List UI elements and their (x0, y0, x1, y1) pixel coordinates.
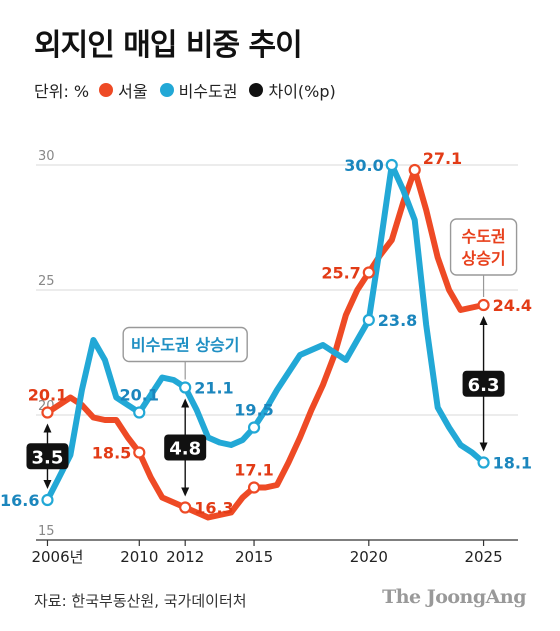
gap-arrow-head-bottom (479, 442, 488, 452)
data-point-marker (133, 406, 146, 419)
data-label: 27.1 (423, 149, 462, 168)
legend-label-gap: 차이(%p) (268, 82, 336, 101)
data-point-marker (362, 313, 375, 327)
data-label: 18.1 (493, 454, 532, 473)
data-point-marker (179, 381, 192, 394)
data-label: 30.0 (344, 156, 383, 175)
gap-label: 3.5 (32, 447, 64, 468)
series-line-1 (44, 162, 487, 503)
y-tick-label: 15 (38, 524, 55, 539)
legend-item-non-capital: 비수도권 (159, 78, 238, 102)
legend-swatch-gap (249, 83, 264, 97)
x-tick-label: 2015 (235, 548, 273, 566)
x-tick-label: 2025 (464, 548, 502, 566)
data-label: 25.7 (321, 264, 360, 283)
gap-badge (164, 434, 207, 461)
series-line-0 (44, 167, 487, 521)
gap-badge (462, 370, 505, 397)
data-label: 23.8 (378, 311, 417, 330)
data-point-marker (41, 406, 54, 419)
callout-box (122, 326, 248, 363)
x-tick-label: 2012 (166, 548, 204, 566)
data-point-marker (408, 163, 421, 177)
y-tick-label: 30 (38, 149, 55, 164)
data-label: 24.4 (493, 296, 532, 315)
gap-annotation-2: 6.3 (462, 316, 505, 452)
data-label: 16.6 (0, 491, 39, 510)
legend: 단위: % 서울 비수도권 차이(%p) (34, 78, 348, 102)
data-point-marker (477, 298, 490, 312)
callout-0: 비수도권 상승기 (122, 326, 248, 380)
brand-logo: The JoongAng (382, 586, 526, 608)
legend-label-seoul: 서울 (118, 82, 148, 101)
gap-arrow-head-bottom (181, 487, 190, 497)
data-point-marker (41, 493, 54, 507)
data-label: 21.1 (194, 379, 233, 398)
data-point-marker (247, 421, 261, 434)
gap-label: 4.8 (169, 439, 201, 460)
data-point-marker (362, 266, 375, 279)
gap-badge (26, 443, 69, 470)
gap-annotation-0: 3.5 (26, 423, 69, 489)
data-label: 17.1 (234, 461, 273, 480)
data-point-marker (179, 501, 192, 514)
legend-item-gap: 차이(%p) (249, 78, 336, 102)
gap-label: 6.3 (468, 375, 500, 396)
legend-swatch-non-capital (159, 83, 174, 97)
data-point-marker (385, 158, 398, 172)
data-label: 18.5 (92, 444, 131, 463)
source-note: 자료: 한국부동산원, 국가데이터처 (34, 592, 247, 610)
x-tick-label: 2006년 (31, 548, 83, 566)
legend-item-seoul: 서울 (99, 78, 148, 102)
gap-arrow-head-bottom (43, 480, 52, 489)
data-label: 19.5 (234, 401, 273, 420)
data-label: 16.3 (194, 499, 233, 518)
gap-arrow-head-top (181, 398, 190, 408)
data-point-marker (133, 446, 146, 459)
data-point-marker (247, 481, 261, 494)
data-point-marker (477, 456, 490, 469)
gap-arrow-head-top (43, 423, 52, 433)
callout-text: 비수도권 상승기 (131, 336, 240, 355)
callout-text: 상승기 (461, 249, 505, 268)
chart-title: 외지인 매입 비중 추이 (34, 28, 303, 63)
data-label: 20.1 (120, 386, 159, 405)
x-tick-label: 2010 (120, 548, 158, 566)
legend-label-non-capital: 비수도권 (178, 82, 238, 101)
x-tick-label: 2020 (350, 548, 388, 566)
legend-swatch-seoul (99, 83, 114, 97)
gap-annotation-1: 4.8 (164, 398, 207, 497)
data-label: 20.1 (28, 386, 67, 405)
callout-text: 수도권 (461, 227, 505, 246)
unit-label: 단위: % (34, 82, 90, 101)
callout-box (449, 218, 518, 276)
y-tick-label: 25 (38, 274, 55, 289)
gap-arrow-head-top (479, 316, 488, 325)
